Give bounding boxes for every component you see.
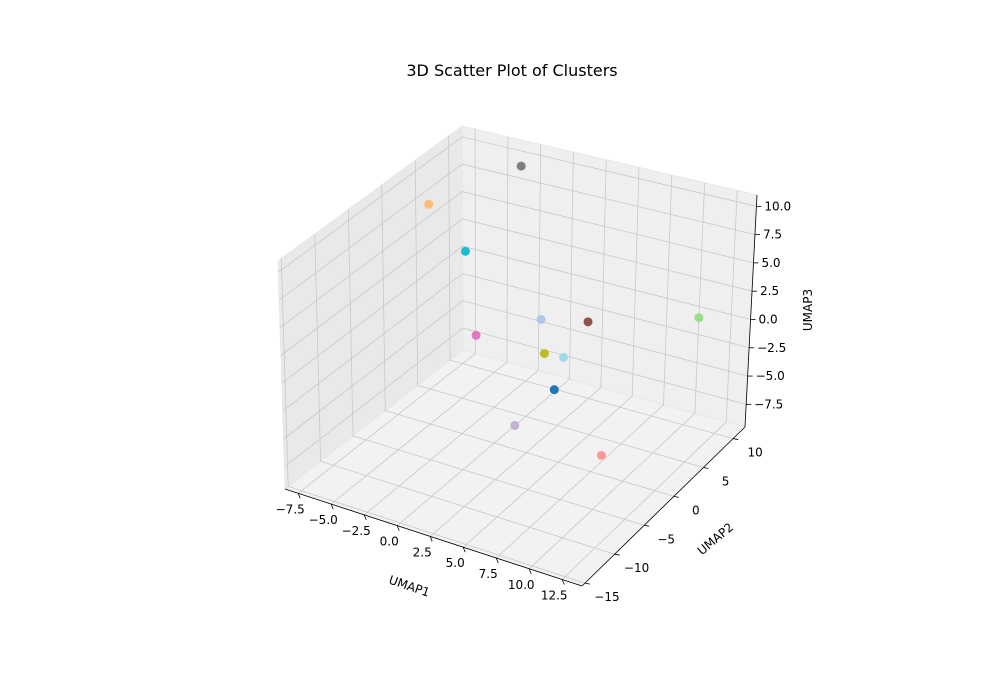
z-tick-label: −5.0 (756, 369, 785, 383)
y-grid-line (280, 258, 586, 584)
y-grid-line (381, 184, 675, 497)
x-grid-line (561, 190, 738, 580)
scatter-point (559, 352, 569, 362)
x-tick-label: 10.0 (508, 578, 535, 592)
scatter-point (549, 385, 559, 395)
y-tick-label: −15 (594, 590, 619, 604)
cluster-8 (516, 161, 526, 171)
cluster-5 (510, 420, 520, 430)
chart-title: 3D Scatter Plot of Clusters (406, 61, 617, 80)
cluster-4 (596, 450, 606, 460)
scatter-point (516, 161, 526, 171)
scatter-point (583, 317, 593, 327)
y-tick-mark (673, 495, 679, 498)
x-tick-mark (330, 503, 334, 510)
y-tick-mark (703, 467, 709, 469)
scatter-point (424, 199, 434, 209)
z-grid-line (284, 327, 747, 468)
y-tick-label: 10 (748, 446, 763, 460)
x-tick-mark (297, 493, 301, 499)
y-grid-line (347, 209, 645, 526)
y-tick-mark (644, 524, 650, 527)
scatter-point (596, 450, 606, 460)
x-grid-line (429, 159, 607, 537)
z-grid-line (278, 163, 756, 301)
x-axis-label: UMAP1 (387, 573, 431, 600)
cluster-2 (424, 199, 434, 209)
scatter-points (424, 161, 704, 460)
axis-lines (284, 194, 762, 587)
x-grid-line (330, 136, 509, 505)
x-tick-mark (396, 525, 400, 531)
z-tick-label: −7.5 (754, 397, 783, 411)
z-tick-label: −2.5 (757, 341, 786, 355)
y-axis-line (581, 426, 746, 587)
y-axis-label: UMAP2 (695, 520, 736, 558)
x-tick-label: 2.5 (413, 545, 432, 559)
cluster-10 (460, 246, 470, 256)
cluster-1 (536, 314, 546, 324)
x-grid-line (363, 144, 542, 516)
x-tick-label: −7.5 (276, 502, 305, 516)
scatter-point (694, 313, 704, 323)
cluster-0 (549, 385, 559, 395)
x-tick-label: 12.5 (541, 589, 568, 603)
x-axis-line (284, 488, 583, 587)
scatter-point (471, 330, 481, 340)
y-tick-label: −10 (624, 561, 649, 575)
z-grid-line (283, 300, 748, 440)
x-grid-line (462, 167, 640, 548)
cluster-11 (559, 352, 569, 362)
z-grid-line (282, 273, 750, 412)
z-tick-label: 7.5 (763, 228, 782, 242)
z-axis-label: UMAP3 (801, 289, 815, 331)
z-axis-line (744, 194, 758, 428)
x-tick-mark (495, 557, 499, 564)
cluster-3 (694, 313, 704, 323)
scatter-point (539, 348, 549, 358)
x-tick-label: 0.0 (380, 535, 399, 549)
y-grid-line (448, 135, 734, 439)
x-tick-mark (528, 568, 532, 574)
z-grid-line (278, 136, 757, 273)
axis-panes (277, 125, 758, 587)
z-tick-label: 5.0 (761, 256, 780, 270)
tick-labels: −7.5 −5.0 −2.5 0.0 2.5 5.0 7.5 10.0 12.5 −15 −10 −5… (276, 199, 792, 604)
z-tick-label: 10.0 (764, 199, 791, 213)
z-tick-label: 2.5 (760, 284, 779, 298)
scatter-point (536, 314, 546, 324)
x-grid-line (495, 175, 673, 559)
scatter-point (510, 420, 520, 430)
x-tick-mark (363, 514, 367, 521)
x-tick-label: 5.0 (446, 556, 465, 570)
z-grid-line (279, 191, 754, 329)
x-grid-line (528, 182, 705, 570)
x-tick-label: 7.5 (479, 567, 498, 581)
z-grid-line (281, 245, 751, 384)
cluster-6 (583, 317, 593, 327)
y-tick-mark (584, 582, 591, 585)
y-tick-label: 5 (722, 474, 730, 488)
y-grid-line (414, 160, 704, 468)
scatter-point (460, 246, 470, 256)
y-tick-mark (614, 553, 620, 556)
cluster-7 (471, 330, 481, 340)
y-tick-label: −5 (657, 532, 675, 546)
x-tick-mark (462, 547, 466, 553)
x-tick-label: −5.0 (309, 513, 338, 527)
x-tick-mark (561, 579, 565, 585)
y-tick-mark (733, 438, 739, 440)
z-grid-line (280, 218, 753, 356)
x-tick-mark (429, 536, 433, 542)
cluster-9 (539, 348, 549, 358)
y-tick-label: 0 (692, 503, 700, 517)
x-tick-label: −2.5 (342, 524, 371, 538)
x-grid-line (297, 129, 476, 494)
z-tick-label: 0.0 (759, 312, 778, 326)
y-grid-line (314, 233, 615, 555)
x-grid-line (396, 152, 574, 526)
grid-lines (278, 129, 757, 584)
